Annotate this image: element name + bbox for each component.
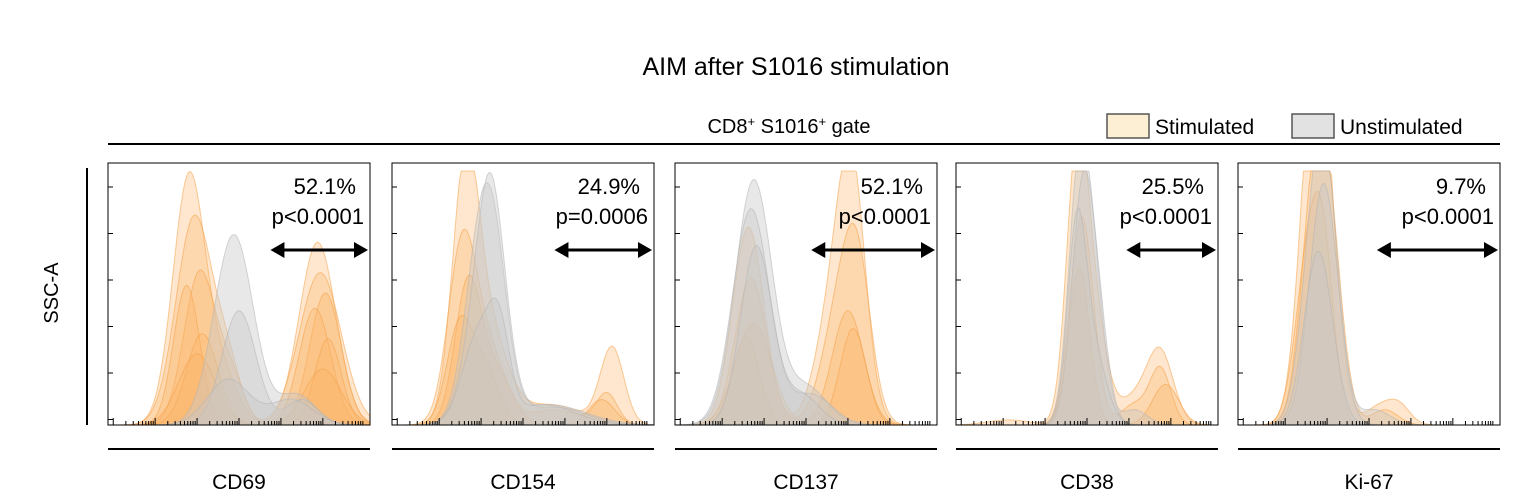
gate-arrow-left-head	[1126, 242, 1141, 258]
gate-arrow-left-head	[1376, 242, 1391, 258]
panel-pvalue: p<0.0001	[272, 204, 364, 229]
panel-pvalue: p=0.0006	[556, 204, 648, 229]
panel-percent: 25.5%	[1142, 174, 1204, 199]
histogram-unstimulated-5	[392, 171, 655, 426]
gate-label-marker1: CD8	[707, 116, 747, 138]
panel-percent: 9.7%	[1436, 174, 1486, 199]
gate-arrow-left-head	[270, 242, 285, 258]
gate-label: CD8+ S1016+ gate	[707, 114, 870, 139]
histogram-stimulated-5	[108, 353, 371, 426]
panel-marker-label: CD69	[212, 471, 266, 494]
panel-percent: 24.9%	[578, 174, 640, 199]
panel-pvalue: p<0.0001	[1120, 204, 1212, 229]
histogram-stimulated-0	[675, 170, 937, 426]
panel-marker-label: CD137	[773, 471, 838, 494]
gate-arrow-left-head	[811, 242, 826, 258]
chart-title: AIM after S1016 stimulation	[642, 53, 949, 81]
histogram-stimulated-1	[392, 228, 654, 426]
legend-swatch-stimulated	[1106, 113, 1150, 139]
gate-arrow-right-head	[638, 242, 652, 258]
histogram-stimulated-2	[675, 310, 937, 426]
histogram-stimulated-0	[108, 170, 371, 426]
gate-label-suffix: gate	[826, 116, 870, 138]
panel-percent: 52.1%	[294, 174, 356, 199]
legend-label-stimulated: Stimulated	[1155, 116, 1254, 139]
y-axis-label: SSC-A	[41, 262, 63, 324]
legend-swatch-unstimulated	[1291, 113, 1335, 139]
panel-marker-label: Ki-67	[1344, 471, 1393, 494]
gate-arrow-right-head	[1202, 242, 1216, 258]
gate-arrow-left-head	[554, 242, 569, 258]
panel-marker-label: CD154	[490, 471, 556, 494]
histogram-panels: 52.1% p<0.0001 CD69 24.9% p=0.0006 CD154 52.1%…	[107, 162, 1501, 494]
histogram-unstimulated-6	[392, 297, 655, 426]
gate-label-sup2: +	[818, 114, 826, 129]
gate-label-marker2: S1016	[755, 116, 818, 138]
panel-frame	[1237, 162, 1501, 426]
panel-marker-label: CD38	[1060, 471, 1114, 494]
legend: Stimulated Unstimulated	[1106, 113, 1463, 139]
panel-pvalue: p<0.0001	[1402, 204, 1494, 229]
legend-label-unstimulated: Unstimulated	[1340, 116, 1463, 139]
histogram-stimulated-0	[955, 170, 1218, 426]
gate-label-sup1: +	[747, 114, 755, 129]
panel-cd154: 24.9% p=0.0006 CD154	[391, 162, 655, 494]
panel-percent: 52.1%	[861, 174, 923, 199]
gate-arrow-right-head	[354, 242, 368, 258]
panel-cd137: 52.1% p<0.0001 CD137	[674, 162, 938, 494]
panel-ki-67: 9.7% p<0.0001 Ki-67	[1237, 162, 1501, 494]
gate-arrow-right-head	[921, 242, 935, 258]
gate-arrow-right-head	[1484, 242, 1498, 258]
histogram-unstimulated-5	[1238, 250, 1500, 426]
panel-pvalue: p<0.0001	[839, 204, 931, 229]
panel-cd38: 25.5% p<0.0001 CD38	[955, 162, 1219, 494]
panel-cd69: 52.1% p<0.0001 CD69	[107, 162, 371, 494]
histogram-stimulated-1	[675, 222, 937, 426]
